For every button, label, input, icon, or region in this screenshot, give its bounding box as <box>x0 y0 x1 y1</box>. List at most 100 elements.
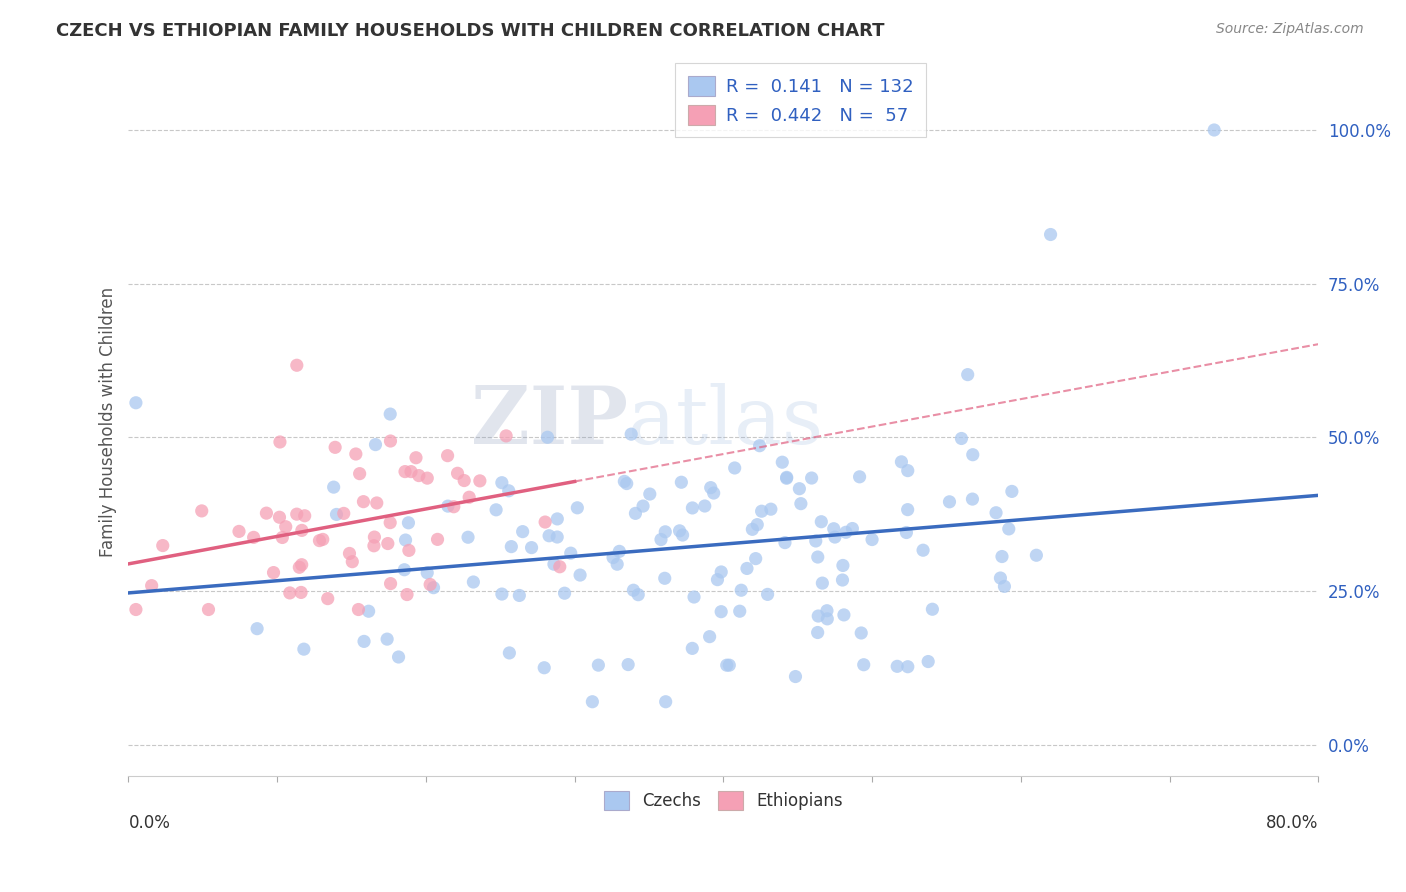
Point <box>269 434 291 449</box>
Point <box>353 634 375 648</box>
Point <box>567 500 589 515</box>
Point <box>141 579 163 593</box>
Point <box>543 558 565 572</box>
Point <box>419 577 441 591</box>
Point <box>278 586 301 600</box>
Point <box>197 602 219 616</box>
Point <box>671 528 693 542</box>
Point <box>344 447 367 461</box>
Point <box>246 622 269 636</box>
Point <box>380 516 402 530</box>
Point <box>617 657 640 672</box>
Point <box>190 504 212 518</box>
Point <box>860 533 883 547</box>
Point <box>693 499 716 513</box>
Point <box>613 475 636 489</box>
Point <box>534 515 557 529</box>
Point <box>751 504 773 518</box>
Point <box>495 429 517 443</box>
Point <box>394 533 416 547</box>
Point <box>560 546 582 560</box>
Point <box>759 502 782 516</box>
Point <box>468 474 491 488</box>
Point <box>716 658 738 673</box>
Point <box>823 522 845 536</box>
Point <box>399 465 422 479</box>
Point <box>681 500 703 515</box>
Text: ZIP: ZIP <box>471 383 628 461</box>
Point <box>339 546 361 560</box>
Point <box>546 530 568 544</box>
Point <box>292 642 315 657</box>
Point <box>897 502 920 516</box>
Point <box>789 482 811 496</box>
Point <box>569 568 592 582</box>
Point <box>650 533 672 547</box>
Point <box>436 449 458 463</box>
Point <box>387 650 409 665</box>
Point <box>588 658 610 673</box>
Point <box>398 543 420 558</box>
Point <box>332 507 354 521</box>
Point <box>897 464 920 478</box>
Point <box>785 669 807 683</box>
Point <box>437 499 460 513</box>
Point <box>852 657 875 672</box>
Point <box>274 520 297 534</box>
Point <box>347 602 370 616</box>
Point <box>366 496 388 510</box>
Point <box>710 605 733 619</box>
Point <box>668 524 690 538</box>
Point <box>416 471 439 485</box>
Point <box>536 430 558 444</box>
Point <box>546 512 568 526</box>
Point <box>375 632 398 647</box>
Point <box>457 530 479 544</box>
Point <box>453 474 475 488</box>
Point <box>654 571 676 585</box>
Point <box>394 563 416 577</box>
Point <box>815 604 838 618</box>
Point <box>520 541 543 555</box>
Point <box>342 555 364 569</box>
Point <box>848 470 870 484</box>
Point <box>408 468 430 483</box>
Point <box>363 530 385 544</box>
Point <box>125 396 148 410</box>
Point <box>770 455 793 469</box>
Point <box>886 659 908 673</box>
Point <box>962 448 984 462</box>
Point <box>548 559 571 574</box>
Point <box>291 524 314 538</box>
Text: Source: ZipAtlas.com: Source: ZipAtlas.com <box>1216 22 1364 37</box>
Point <box>1001 484 1024 499</box>
Point <box>728 604 751 618</box>
Point <box>832 607 855 622</box>
Point <box>491 587 513 601</box>
Point <box>609 544 631 558</box>
Point <box>851 626 873 640</box>
Point <box>703 486 725 500</box>
Point <box>485 503 508 517</box>
Point <box>991 549 1014 564</box>
Point <box>681 641 703 656</box>
Point <box>699 481 721 495</box>
Point <box>325 508 347 522</box>
Point <box>993 579 1015 593</box>
Point <box>744 551 766 566</box>
Text: CZECH VS ETHIOPIAN FAMILY HOUSEHOLDS WITH CHILDREN CORRELATION CHART: CZECH VS ETHIOPIAN FAMILY HOUSEHOLDS WIT… <box>56 22 884 40</box>
Point <box>443 500 465 514</box>
Point <box>775 471 797 485</box>
Point <box>962 492 984 507</box>
Point <box>285 507 308 521</box>
Point <box>446 467 468 481</box>
Point <box>152 539 174 553</box>
Point <box>938 495 960 509</box>
Point <box>498 483 520 498</box>
Point <box>807 549 830 564</box>
Point <box>380 407 402 421</box>
Point <box>349 467 371 481</box>
Point <box>748 439 770 453</box>
Point <box>804 533 827 548</box>
Point <box>271 531 294 545</box>
